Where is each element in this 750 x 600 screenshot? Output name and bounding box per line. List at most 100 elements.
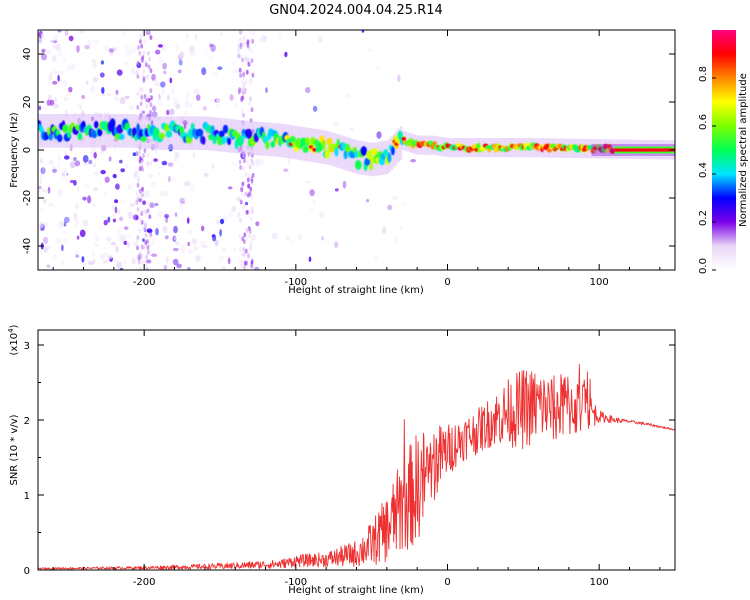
noise-speck (73, 157, 77, 161)
noise-speck (178, 59, 183, 66)
ridge-halo (208, 116, 212, 151)
noise-speck (84, 45, 90, 50)
noise-speck (69, 179, 74, 184)
ridge-blob (317, 141, 324, 152)
noise-streak (141, 64, 145, 70)
ridge-halo (204, 116, 207, 150)
noise-speck (173, 236, 177, 241)
noise-speck (57, 188, 63, 196)
noise-speck (51, 55, 57, 62)
spectrogram-y-ticks: -40 -20 0 20 40 (22, 48, 675, 254)
noise-speck (164, 43, 170, 51)
noise-speck (43, 103, 49, 111)
noise-speck (103, 252, 109, 257)
noise-speck (212, 234, 217, 242)
noise-speck (163, 70, 167, 75)
noise-speck (171, 87, 175, 95)
colorbar-label: Normalized spectral amplitude (738, 73, 749, 227)
noise-speck (94, 171, 99, 175)
noise-streak (236, 42, 240, 48)
noise-speck (68, 86, 73, 93)
snr-y-axis-label: SNR (10 * v/v) (9, 414, 20, 485)
noise-speck (172, 247, 179, 252)
noise-speck (79, 103, 83, 111)
ridge-halo (163, 116, 166, 150)
noise-speck (201, 225, 205, 232)
noise-speck (39, 174, 43, 179)
noise-streak (237, 89, 241, 95)
noise-speck (280, 51, 285, 59)
noise-speck (219, 218, 225, 225)
noise-speck (43, 246, 48, 253)
noise-speck (118, 199, 124, 204)
noise-speck (154, 78, 158, 84)
noise-streak (146, 161, 150, 167)
noise-speck (120, 168, 125, 173)
noise-streak (241, 166, 245, 171)
noise-speck (376, 131, 382, 139)
ridge-blob (270, 140, 276, 148)
noise-speck (151, 253, 157, 257)
noise-streak (246, 228, 250, 234)
noise-speck (59, 242, 65, 246)
noise-speck (121, 30, 127, 37)
noise-speck (39, 178, 42, 184)
noise-speck (46, 245, 51, 250)
noise-speck (150, 181, 157, 188)
noise-speck (202, 106, 207, 111)
noise-streak (247, 183, 251, 189)
noise-speck (231, 68, 238, 74)
noise-speck (155, 228, 159, 236)
noise-streak (249, 216, 253, 222)
noise-streak (145, 94, 149, 100)
noise-streak (251, 172, 255, 178)
noise-speck (69, 161, 76, 169)
noise-speck (163, 217, 167, 224)
ridge-blob (66, 130, 71, 139)
noise-streak (138, 150, 142, 156)
noise-speck (173, 101, 179, 107)
noise-speck (305, 87, 311, 94)
noise-streak (238, 67, 242, 73)
noise-speck (155, 49, 161, 55)
ridge-blob (239, 135, 244, 144)
noise-streak (148, 214, 152, 220)
noise-speck (387, 204, 393, 211)
colorbar-tick-label: 0.8 (698, 66, 709, 82)
ridge-blob (119, 133, 125, 140)
noise-speck (55, 43, 61, 51)
noise-speck (166, 94, 170, 101)
ridge-blob (364, 157, 371, 166)
noise-speck (297, 233, 303, 241)
noise-streak (248, 229, 252, 234)
noise-speck (92, 162, 97, 168)
ridge-halo (226, 118, 230, 153)
noise-speck (162, 225, 168, 233)
noise-streak (244, 191, 248, 197)
noise-streak (142, 225, 146, 231)
noise-speck (74, 249, 79, 257)
noise-speck (153, 200, 157, 208)
noise-speck (250, 234, 257, 241)
noise-speck (232, 161, 237, 166)
noise-speck (64, 150, 67, 155)
noise-speck (176, 263, 182, 269)
noise-streak (240, 251, 244, 256)
noise-speck (157, 210, 163, 218)
noise-speck (216, 219, 221, 225)
noise-speck (94, 234, 100, 242)
noise-streak (140, 259, 144, 265)
ridge-blob (354, 150, 359, 158)
noise-speck (160, 190, 164, 196)
noise-speck (217, 66, 223, 70)
noise-speck (203, 172, 209, 177)
noise-speck (119, 159, 123, 164)
noise-speck (312, 105, 318, 112)
noise-streak (136, 104, 140, 110)
noise-streak (149, 88, 153, 94)
noise-streak (243, 232, 247, 238)
ridge-halo (340, 135, 344, 169)
noise-speck (82, 196, 87, 201)
noise-speck (131, 67, 135, 75)
noise-speck (38, 37, 42, 44)
